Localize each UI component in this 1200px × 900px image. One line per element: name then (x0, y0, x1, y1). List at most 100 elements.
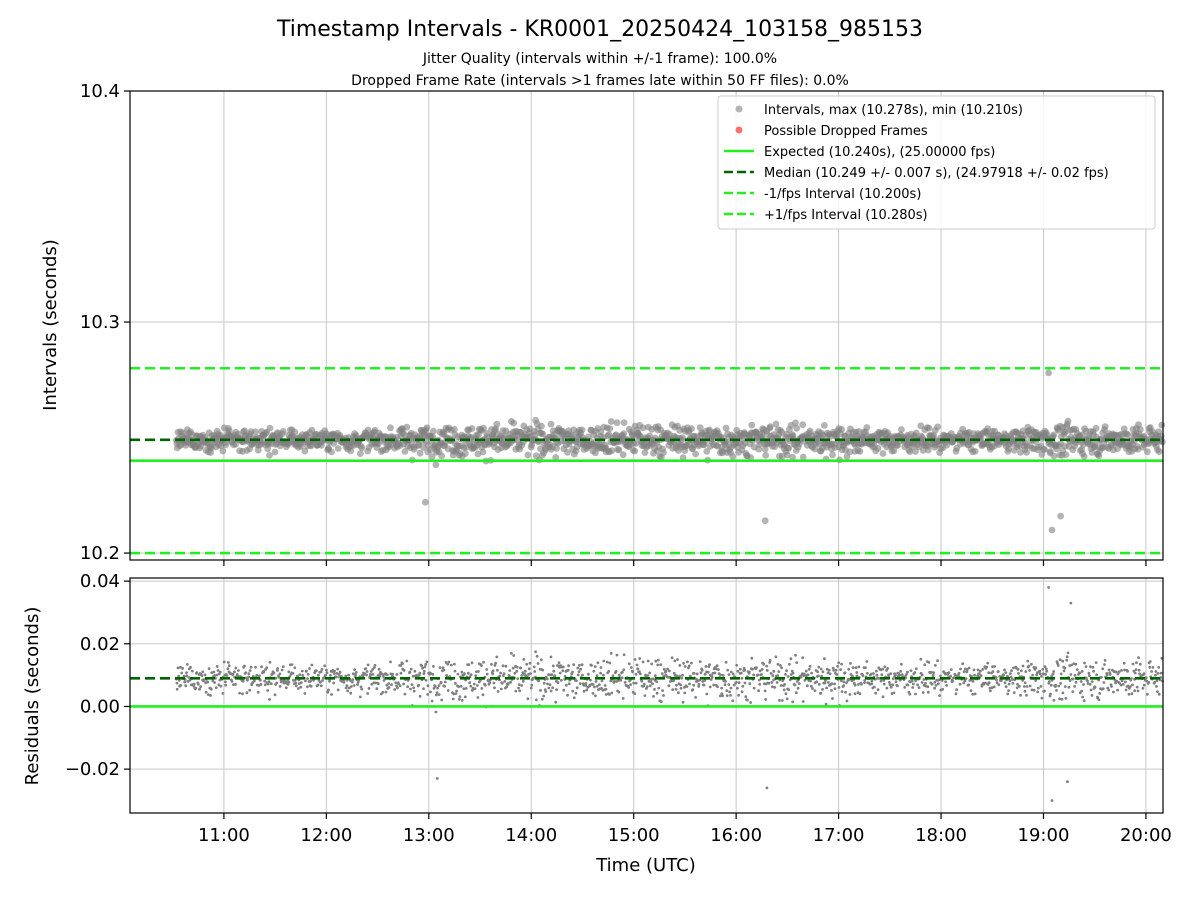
residual-point (410, 683, 414, 686)
residual-point (585, 688, 589, 692)
residual-point (1040, 696, 1044, 700)
residual-point (336, 667, 339, 671)
residual-point (963, 679, 967, 683)
residual-point (1101, 667, 1105, 671)
residual-point (725, 694, 729, 697)
interval-point (855, 428, 863, 435)
residual-point (219, 684, 223, 688)
residual-point (1063, 685, 1067, 688)
residual-point (752, 673, 755, 677)
residual-point (278, 672, 282, 676)
residual-point (1120, 679, 1124, 683)
residual-point (469, 673, 473, 677)
residual-point (873, 685, 876, 689)
residual-point (405, 659, 409, 663)
residual-point (505, 685, 509, 689)
residual-point (649, 680, 653, 684)
residual-point (481, 693, 485, 697)
residual-point (657, 686, 661, 690)
residual-point (354, 671, 358, 674)
residual-point (1069, 601, 1073, 605)
residual-point (1123, 668, 1126, 672)
interval-point (1158, 421, 1166, 429)
interval-point (799, 421, 807, 429)
residual-point (551, 664, 555, 668)
interval-point (539, 430, 547, 438)
residual-point (501, 664, 505, 668)
residual-point (740, 690, 744, 694)
residual-point (344, 686, 348, 690)
residual-point (697, 685, 701, 688)
residual-point (452, 692, 456, 696)
residual-point (418, 694, 422, 698)
residual-point (851, 666, 855, 670)
interval-point (729, 453, 737, 460)
residual-point (435, 777, 439, 780)
interval-point (547, 420, 555, 428)
residual-point (1094, 661, 1098, 664)
residual-point (906, 670, 909, 674)
residual-point (1038, 672, 1042, 676)
residual-point (1098, 692, 1102, 695)
residual-point (819, 667, 823, 671)
residual-point (406, 685, 410, 689)
residual-point (305, 669, 308, 673)
residual-point (749, 701, 752, 704)
residual-point (845, 681, 848, 685)
intervals-plot-frame (129, 90, 1164, 561)
residual-point (1049, 683, 1053, 687)
residual-point (195, 671, 199, 674)
residual-point (968, 679, 972, 682)
residual-point (265, 666, 269, 670)
residual-point (672, 671, 676, 675)
x-axis-ticks: 11:00 12:00 13:00 14:00 15:00 16:00 17:00 18:00… (198, 813, 1172, 846)
residual-point (248, 688, 252, 692)
residual-point (804, 669, 808, 673)
residual-point (1075, 668, 1079, 671)
residual-point (730, 670, 733, 674)
residual-point (985, 665, 989, 669)
residual-point (1126, 669, 1129, 673)
residual-point (327, 688, 330, 692)
residual-point (1019, 669, 1023, 673)
residual-point (1049, 692, 1052, 696)
residual-point (420, 664, 424, 668)
residual-point (1088, 682, 1092, 686)
residual-point (996, 670, 1000, 673)
residual-point (940, 679, 944, 682)
residual-point (184, 684, 188, 688)
residual-point (451, 697, 455, 701)
residual-point (613, 680, 616, 683)
residual-point (319, 684, 323, 688)
residual-point (1116, 688, 1119, 692)
residual-point (480, 664, 483, 667)
legend-label-intervals: Intervals, max (10.278s), min (10.210s) (764, 103, 1023, 118)
residual-point (908, 692, 912, 696)
residual-point (592, 685, 596, 689)
x-tick-label: 15:00 (608, 825, 660, 846)
interval-point (811, 445, 819, 453)
residual-point (549, 655, 553, 659)
residual-point (671, 688, 675, 691)
residual-point (486, 678, 490, 682)
residual-point (1058, 697, 1061, 701)
residual-point (972, 668, 976, 672)
residual-point (498, 674, 502, 678)
residual-point (423, 665, 427, 669)
residual-point (1065, 655, 1069, 659)
residual-point (1067, 685, 1071, 689)
residual-point (576, 673, 580, 677)
residual-point (462, 687, 466, 691)
residual-point (692, 683, 696, 687)
residual-point (703, 672, 707, 676)
residual-point (230, 680, 234, 683)
residual-point (732, 683, 736, 687)
residual-point (839, 668, 842, 671)
residual-point (739, 667, 742, 671)
residual-point (332, 681, 336, 685)
residual-point (347, 686, 351, 690)
residual-point (304, 679, 307, 683)
residual-point (485, 672, 489, 676)
residual-point (226, 661, 230, 664)
residual-point (690, 661, 693, 665)
